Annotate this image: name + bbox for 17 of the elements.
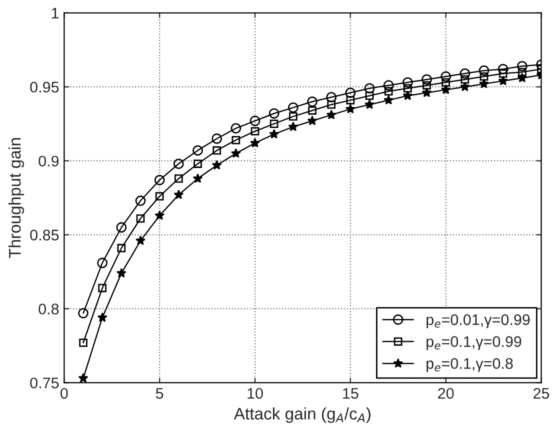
x-tick-label: 10 bbox=[248, 388, 263, 399]
y-tick-label: 0.95 bbox=[30, 82, 59, 93]
x-tick-label: 15 bbox=[343, 388, 358, 399]
legend-label: p$_{e}$=0.1,γ=0.99 bbox=[426, 336, 522, 350]
x-tick-label: 5 bbox=[156, 388, 164, 399]
x-tick-label: 0 bbox=[60, 388, 68, 399]
x-tick-label: 20 bbox=[438, 388, 454, 399]
y-tick-label: 0.8 bbox=[38, 304, 59, 314]
y-tick-label: 0.9 bbox=[38, 156, 59, 167]
y-tick-label: 1 bbox=[52, 8, 59, 18]
x-axis-title: Attack gain (g$_{A}$/c$_{A}$) bbox=[234, 407, 370, 423]
x-tick-label: 25 bbox=[534, 388, 550, 399]
y-axis-title: Throughput gain bbox=[8, 138, 24, 258]
legend-label: p$_{e}$=0.01,γ=0.99 bbox=[426, 314, 530, 328]
legend-label: p$_{e}$=0.1,γ=0.8 bbox=[426, 358, 513, 372]
y-tick-label: 0.75 bbox=[30, 378, 59, 388]
y-tick-label: 0.85 bbox=[30, 230, 59, 240]
